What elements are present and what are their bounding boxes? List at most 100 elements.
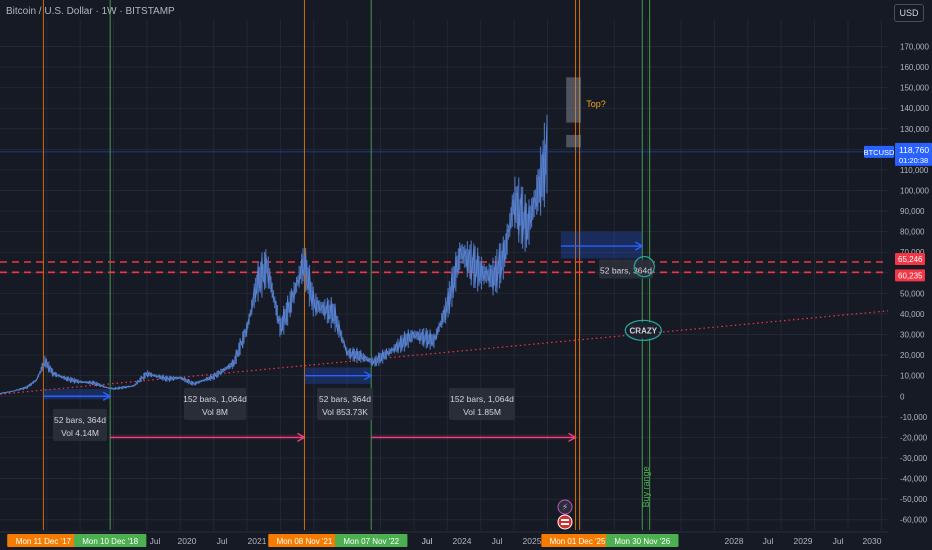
flag-stripe [561, 523, 569, 525]
x-axis-label: Jul [150, 536, 161, 546]
y-axis-label: 0 [900, 392, 905, 401]
crazy-circle [624, 319, 662, 342]
level-tag-text: 65,246 [898, 255, 923, 264]
x-axis-label: Jul [422, 536, 433, 546]
measure-box [184, 388, 246, 420]
price-series [0, 114, 548, 395]
level-circle [633, 255, 655, 278]
x-axis-label: Jul [763, 536, 774, 546]
x-axis-label: Jul [422, 536, 433, 546]
crazy-label: CRAZY [630, 326, 658, 335]
buy-range-label: Buy range [641, 466, 651, 507]
price-line [0, 124, 548, 395]
y-axis-label: 100,000 [900, 186, 929, 195]
y-axis-label: -10,000 [900, 413, 928, 422]
y-axis-label: -40,000 [900, 475, 928, 484]
measure-arrow-pink-head [568, 432, 577, 443]
measure-box-text: 152 bars, 1,064d [183, 394, 247, 404]
date-marker-tag [73, 534, 147, 547]
measure-box [449, 388, 515, 420]
measure-box [599, 259, 653, 279]
y-axis-label: -30,000 [900, 454, 928, 463]
y-axis-label: 160,000 [900, 63, 929, 72]
measure-box-text: 152 bars, 1,064d [450, 394, 514, 404]
price-tag [895, 142, 932, 166]
y-axis-label: 140,000 [900, 104, 929, 113]
drawings: Top? 52 bars, 364d Vol 4.14M 152 bars, 1,06… [0, 77, 888, 530]
support-trendline [0, 310, 889, 395]
y-axis-label: 110,000 [900, 166, 929, 175]
measure-box-text: Vol 8M [202, 407, 228, 417]
x-axis-label: 2024 [453, 536, 472, 546]
y-axis-label: 30,000 [900, 331, 925, 340]
x-axis-label: Jul [833, 536, 844, 546]
y-axis-label: 130,000 [900, 125, 929, 134]
lightning-icon [557, 499, 573, 515]
measure-arrow-pink-head [297, 432, 306, 443]
measure-box-text: 52 bars, 364d [54, 415, 106, 425]
date-marker-text: Mon 07 Nov '22 [343, 537, 399, 546]
measure-box-text: Vol 853.73K [322, 407, 368, 417]
y-axis-label: -20,000 [900, 433, 928, 442]
date-marker-text: Mon 11 Dec '17 [16, 537, 72, 546]
top-zone-lower [566, 134, 581, 148]
top-zone [566, 77, 581, 123]
date-marker-tag [606, 534, 679, 547]
measure-box-text: 52 bars, 364d [600, 266, 652, 276]
flag-icon [557, 514, 573, 530]
measure-arrow-blue-head [102, 391, 112, 401]
flag-stripe [561, 519, 569, 521]
date-marker-tag [335, 534, 408, 547]
y-axis-label: 150,000 [900, 84, 929, 93]
date-marker-text: Mon 10 Dec '18 [82, 537, 138, 546]
price-tag-countdown: 01:20:38 [899, 156, 928, 165]
level-tag [895, 253, 925, 266]
x-axis-label: 2021 [248, 536, 267, 546]
y-axis-label: -50,000 [900, 495, 928, 504]
measure-box-text: 52 bars, 364d [319, 394, 371, 404]
x-axis-label: Jul [492, 536, 503, 546]
top-question-label: Top? [586, 99, 606, 109]
measure-box-text: Vol 1.85M [463, 407, 501, 417]
y-axis-label: 50,000 [900, 289, 925, 298]
date-marker-tag [7, 534, 80, 547]
lightning-glyph: ⚡ [562, 502, 568, 512]
level-tag-text: 60,235 [898, 271, 923, 280]
measure-range-blue [43, 389, 111, 400]
level-tag [895, 269, 925, 282]
x-axis: 2020 Jul 2021 Jul 2024 Jul 2025 Jul 2028 Jul 2029 J… [0, 531, 888, 547]
currency-selector[interactable]: USD [894, 4, 924, 22]
x-axis-label: 2030 [863, 536, 882, 546]
y-axis-label: 10,000 [900, 372, 925, 381]
y-axis: 170,000160,000150,000140,000130,000120,0… [864, 42, 932, 525]
y-axis-label: 90,000 [900, 207, 925, 216]
symbol-tag [864, 145, 894, 158]
y-axis-label: 70,000 [900, 248, 925, 257]
price-tag-value: 118,760 [899, 145, 929, 155]
horizontal-levels [0, 261, 888, 274]
crazy-label-bg [629, 322, 658, 339]
x-axis-label: 2029 [794, 536, 813, 546]
x-axis-label: 2028 [725, 536, 744, 546]
measure-arrow-blue-head [634, 241, 644, 251]
date-marker-text: Mon 01 Dec '25 [550, 537, 606, 546]
y-axis-label: -60,000 [900, 516, 928, 525]
measure-box-text: Vol 4.14M [61, 428, 99, 438]
symbol-tag-text: BTCUSD [864, 148, 895, 157]
y-axis-label: 80,000 [900, 228, 925, 237]
measure-box [53, 409, 107, 441]
measure-box [317, 388, 373, 420]
date-marker-tag [268, 534, 341, 547]
x-axis-label: Jul [217, 536, 228, 546]
date-marker-text: Mon 30 Nov '26 [614, 537, 670, 546]
x-axis-label: 2020 [178, 536, 197, 546]
trendline [0, 310, 889, 395]
y-axis-label: 40,000 [900, 310, 925, 319]
grid-lines [0, 20, 888, 530]
y-axis-label: 20,000 [900, 351, 925, 360]
x-axis-label: 2025 [523, 536, 542, 546]
chart-title: Bitcoin / U.S. Dollar · 1W · BITSTAMP [6, 6, 175, 17]
measure-range-blue [560, 231, 643, 259]
vertical-markers [42, 0, 651, 530]
